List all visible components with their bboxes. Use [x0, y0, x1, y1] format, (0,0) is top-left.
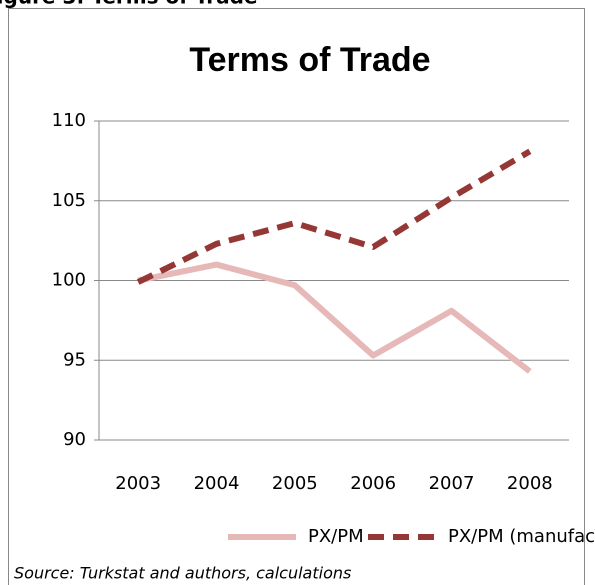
series-line [136, 148, 532, 285]
legend-label: PX/PM [308, 526, 364, 547]
x-tick-label: 2005 [272, 473, 318, 494]
y-tick-label: 95 [63, 349, 86, 370]
x-tick-label: 2003 [115, 473, 161, 494]
legend-label: PX/PM (manufacturing) [448, 526, 595, 547]
y-tick-label: 100 [52, 270, 86, 291]
frame [8, 8, 585, 585]
source: Source: Turkstat and authors, calculatio… [14, 564, 351, 583]
caption: Figure 3: Terms of Trade [0, 0, 258, 9]
chart-title: Terms of Trade [189, 41, 430, 79]
x-tick-label: 2004 [194, 473, 240, 494]
y-tick-label: 105 [52, 190, 86, 211]
x-tick-label: 2008 [507, 473, 553, 494]
x-tick-label: 2006 [350, 473, 396, 494]
x-tick-label: 2007 [429, 473, 475, 494]
series-line [137, 261, 532, 374]
y-tick-label: 90 [63, 429, 86, 450]
y-tick-label: 110 [52, 110, 86, 131]
